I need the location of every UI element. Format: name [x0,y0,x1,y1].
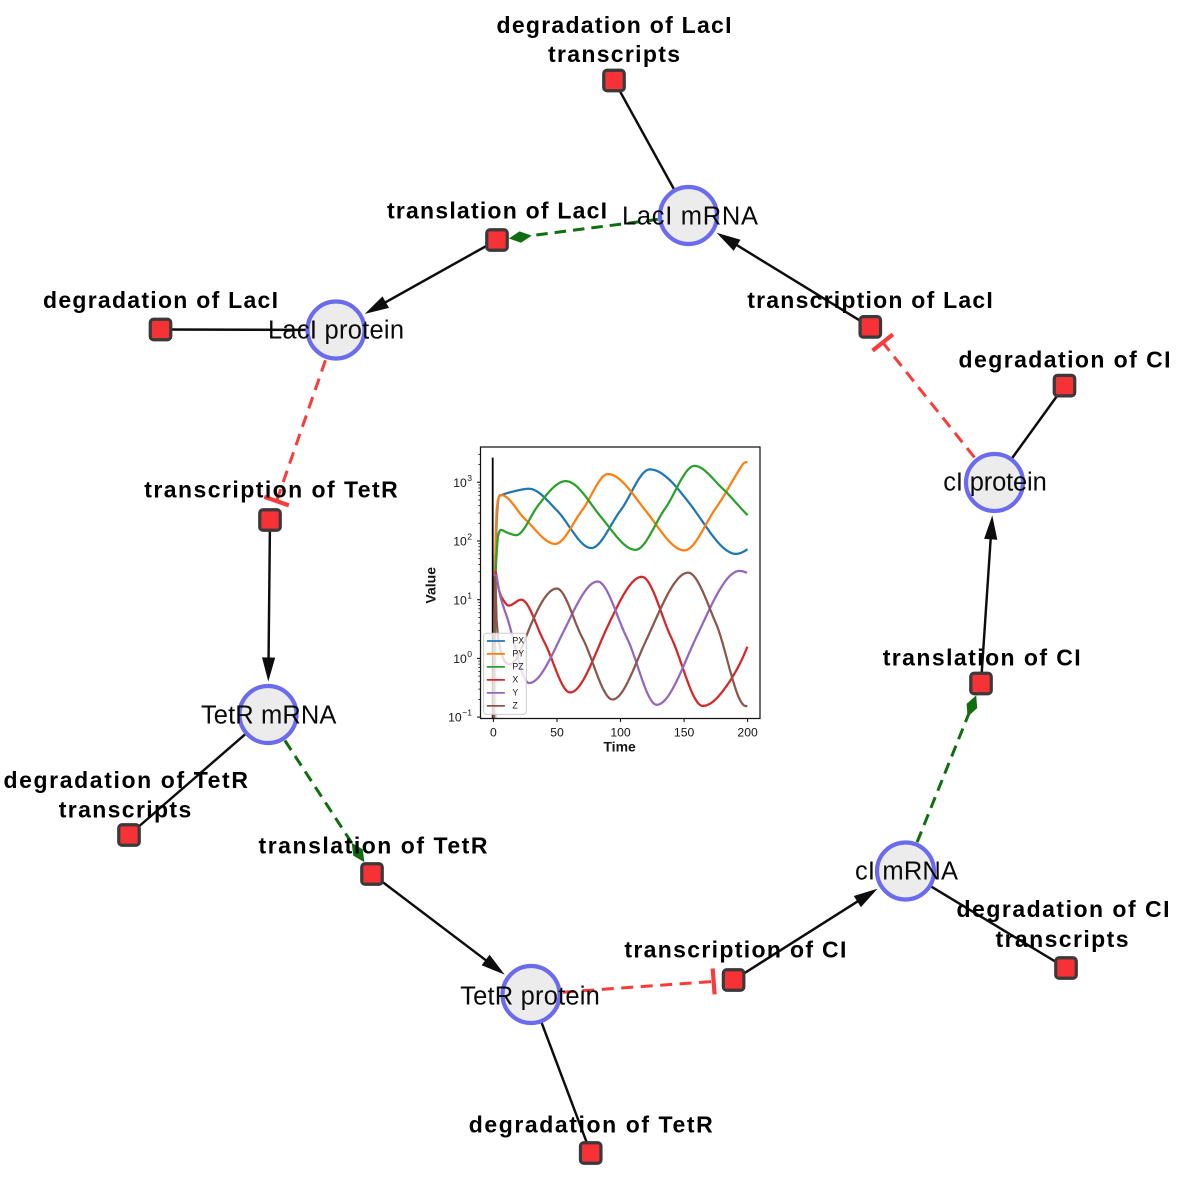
svg-text:10: 10 [453,652,467,666]
svg-text:degradation of TetR: degradation of TetR [3,767,248,793]
svg-text:200: 200 [737,725,758,739]
svg-text:0: 0 [467,649,472,659]
svg-text:50: 50 [550,725,564,739]
svg-text:LacI protein: LacI protein [268,316,404,344]
svg-text:2: 2 [467,532,472,542]
svg-text:−1: −1 [462,708,472,718]
svg-text:Time: Time [603,739,636,755]
svg-text:Y: Y [512,687,518,697]
svg-text:Z: Z [512,700,518,710]
svg-text:degradation of TetR: degradation of TetR [469,1111,713,1137]
svg-text:degradation of LacI: degradation of LacI [43,287,278,313]
svg-text:0: 0 [490,725,497,739]
svg-text:transcripts: transcripts [996,926,1129,952]
svg-text:100: 100 [610,725,631,739]
svg-text:10: 10 [453,593,467,607]
svg-text:10: 10 [448,711,462,725]
svg-text:3: 3 [467,473,472,483]
svg-text:10: 10 [453,535,467,549]
svg-text:LacI mRNA: LacI mRNA [622,203,758,231]
svg-text:transcripts: transcripts [59,797,192,823]
svg-text:degradation of CI: degradation of CI [959,346,1171,372]
svg-text:PX: PX [512,635,524,645]
svg-text:transcription of TetR: transcription of TetR [144,477,398,503]
svg-text:X: X [512,674,518,684]
svg-text:10: 10 [453,476,467,490]
svg-text:transcripts: transcripts [548,41,680,67]
svg-text:translation of LacI: translation of LacI [387,197,607,223]
svg-text:translation of CI: translation of CI [883,645,1081,671]
svg-text:TetR protein: TetR protein [460,983,600,1011]
svg-text:degradation of CI: degradation of CI [957,896,1170,922]
svg-text:150: 150 [674,725,695,739]
svg-text:PZ: PZ [512,661,524,671]
svg-text:TetR mRNA: TetR mRNA [201,702,337,730]
svg-text:degradation of LacI: degradation of LacI [497,12,732,38]
svg-text:cI mRNA: cI mRNA [855,857,958,885]
svg-text:cI protein: cI protein [943,468,1047,496]
svg-text:transcription of CI: transcription of CI [624,936,846,962]
svg-text:transcription of LacI: transcription of LacI [747,287,993,313]
svg-text:1: 1 [467,590,472,600]
svg-text:PY: PY [512,648,524,658]
svg-text:translation of TetR: translation of TetR [259,832,488,858]
svg-text:Value: Value [423,567,439,604]
